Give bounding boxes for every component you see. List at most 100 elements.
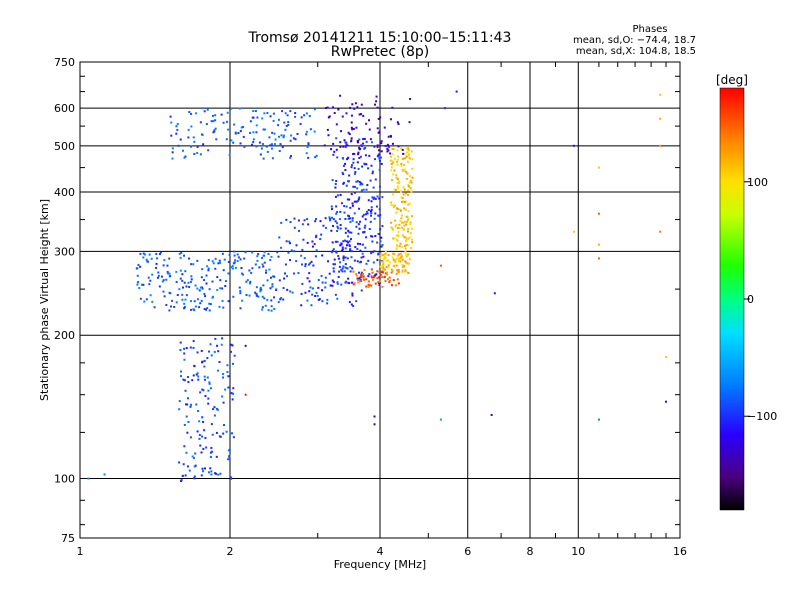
data-point bbox=[401, 234, 404, 237]
data-point bbox=[255, 124, 258, 127]
data-point bbox=[217, 262, 220, 265]
data-point bbox=[190, 403, 193, 406]
data-point bbox=[304, 263, 307, 266]
data-point bbox=[394, 188, 397, 191]
data-point bbox=[343, 139, 346, 142]
data-point bbox=[345, 280, 348, 283]
data-point bbox=[186, 376, 189, 379]
data-point bbox=[207, 149, 210, 152]
data-point bbox=[222, 121, 225, 124]
data-point bbox=[390, 203, 393, 206]
data-point bbox=[203, 365, 206, 368]
data-point bbox=[325, 107, 328, 110]
data-point bbox=[365, 278, 368, 281]
data-point bbox=[390, 284, 393, 287]
data-point bbox=[289, 156, 292, 159]
data-point bbox=[196, 430, 199, 433]
data-point bbox=[210, 120, 213, 123]
data-point bbox=[360, 271, 363, 274]
data-point bbox=[312, 264, 315, 267]
data-point bbox=[395, 174, 398, 177]
data-point bbox=[262, 284, 265, 287]
data-point bbox=[201, 435, 204, 438]
data-point bbox=[379, 257, 382, 260]
data-point bbox=[289, 221, 292, 224]
data-point bbox=[184, 474, 187, 477]
data-point bbox=[382, 254, 385, 257]
data-point bbox=[391, 106, 394, 109]
data-point bbox=[238, 286, 241, 289]
data-point bbox=[175, 132, 178, 135]
data-point bbox=[179, 277, 182, 280]
data-point bbox=[307, 142, 310, 145]
data-point bbox=[344, 266, 347, 269]
data-point bbox=[243, 145, 246, 148]
data-point bbox=[184, 270, 187, 273]
data-point bbox=[288, 242, 291, 245]
data-point bbox=[183, 358, 186, 361]
data-point bbox=[408, 153, 411, 156]
data-point bbox=[145, 258, 148, 261]
data-point bbox=[336, 210, 339, 213]
data-point bbox=[155, 262, 158, 265]
data-point bbox=[175, 270, 178, 273]
data-point bbox=[222, 306, 225, 309]
data-point bbox=[270, 147, 273, 150]
data-point bbox=[322, 224, 325, 227]
data-point bbox=[213, 406, 216, 409]
data-point bbox=[336, 222, 339, 225]
data-point bbox=[192, 263, 195, 266]
data-point bbox=[228, 455, 231, 458]
data-point bbox=[321, 300, 324, 303]
data-point bbox=[371, 196, 374, 199]
data-point bbox=[405, 151, 408, 154]
data-point bbox=[257, 253, 260, 256]
data-point bbox=[209, 387, 212, 390]
data-point bbox=[408, 156, 411, 159]
data-point bbox=[355, 273, 358, 276]
legend-title: Phases bbox=[632, 24, 667, 35]
data-point bbox=[356, 161, 359, 164]
data-point bbox=[196, 351, 199, 354]
data-point bbox=[389, 152, 392, 155]
data-point bbox=[265, 269, 268, 272]
data-point bbox=[195, 403, 198, 406]
data-point bbox=[214, 119, 217, 122]
data-point bbox=[393, 204, 396, 207]
data-point bbox=[223, 258, 226, 261]
colorbar bbox=[719, 87, 745, 511]
data-point bbox=[342, 240, 345, 243]
data-point bbox=[360, 189, 363, 192]
data-point bbox=[411, 227, 414, 230]
data-point bbox=[399, 260, 402, 263]
data-point bbox=[224, 388, 227, 391]
data-point bbox=[392, 252, 395, 255]
data-point bbox=[222, 269, 225, 272]
data-point bbox=[337, 108, 340, 111]
data-point bbox=[390, 169, 393, 172]
data-point bbox=[362, 138, 365, 141]
data-point bbox=[193, 152, 196, 155]
data-point bbox=[202, 470, 205, 473]
data-point bbox=[359, 220, 362, 223]
data-point bbox=[383, 268, 386, 271]
data-point bbox=[209, 467, 212, 470]
data-point bbox=[263, 297, 266, 300]
data-point bbox=[148, 253, 151, 256]
data-point bbox=[137, 263, 140, 266]
data-point bbox=[404, 157, 407, 160]
data-point bbox=[405, 215, 408, 218]
data-point bbox=[258, 266, 261, 269]
data-point bbox=[377, 117, 380, 120]
data-point bbox=[328, 216, 331, 219]
data-point bbox=[293, 226, 296, 229]
data-point bbox=[353, 167, 356, 170]
data-point bbox=[136, 283, 139, 286]
data-point bbox=[201, 388, 204, 391]
data-point bbox=[399, 256, 402, 259]
data-point bbox=[351, 204, 354, 207]
data-point bbox=[315, 234, 318, 237]
data-point bbox=[404, 223, 407, 226]
data-point bbox=[397, 271, 400, 274]
